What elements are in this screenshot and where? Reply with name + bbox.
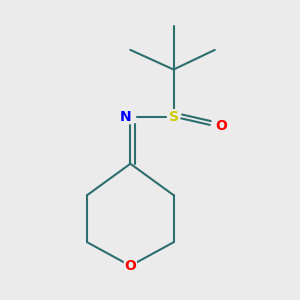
Text: S: S <box>169 110 178 124</box>
Text: O: O <box>215 119 227 134</box>
Text: N: N <box>120 110 131 124</box>
Text: O: O <box>124 259 136 273</box>
